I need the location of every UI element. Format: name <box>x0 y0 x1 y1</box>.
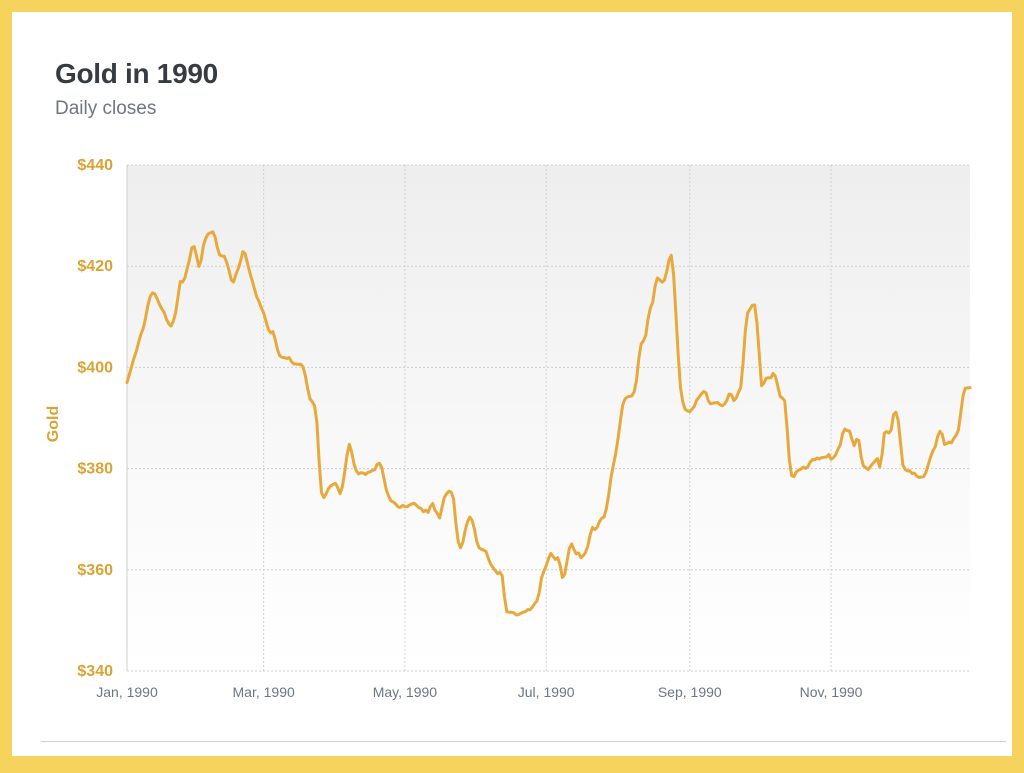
svg-text:$440: $440 <box>77 157 113 174</box>
svg-text:Mar, 1990: Mar, 1990 <box>233 684 295 700</box>
svg-text:$360: $360 <box>77 562 113 579</box>
svg-text:$400: $400 <box>77 359 113 376</box>
svg-text:$380: $380 <box>77 461 113 478</box>
svg-text:Jan, 1990: Jan, 1990 <box>96 684 158 700</box>
svg-text:Nov, 1990: Nov, 1990 <box>800 684 863 700</box>
svg-text:$340: $340 <box>77 663 113 680</box>
svg-text:$420: $420 <box>77 258 113 275</box>
svg-text:Jul, 1990: Jul, 1990 <box>518 684 575 700</box>
svg-text:Sep, 1990: Sep, 1990 <box>658 684 722 700</box>
svg-text:May, 1990: May, 1990 <box>373 684 438 700</box>
svg-text:Gold: Gold <box>45 406 62 442</box>
